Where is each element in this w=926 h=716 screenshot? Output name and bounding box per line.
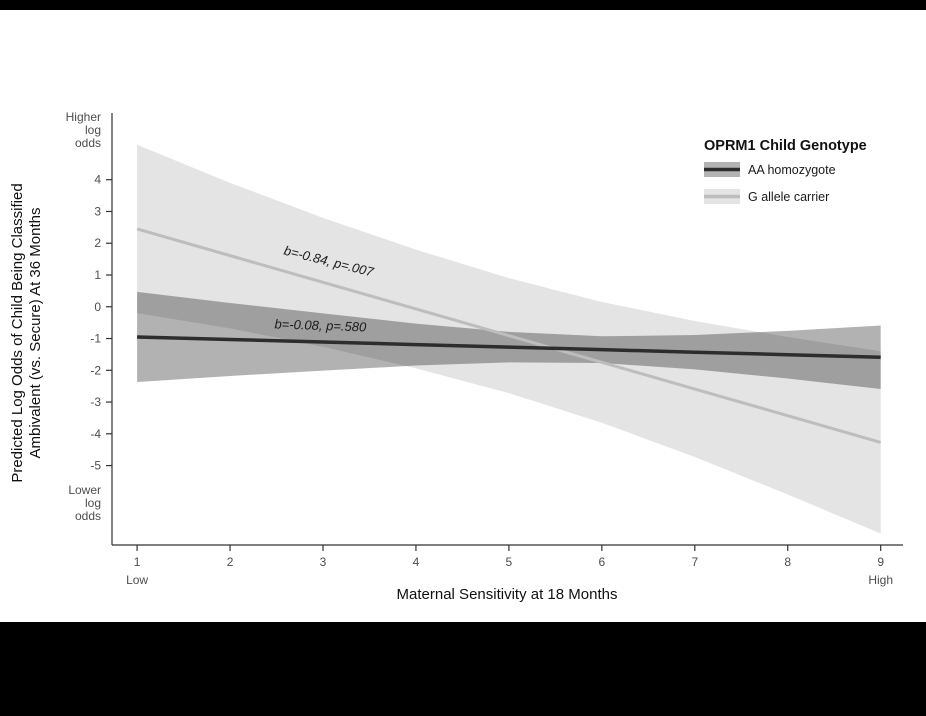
legend-entry: AA homozygote [704, 162, 836, 177]
x-tick-label: 5 [506, 555, 513, 569]
y-axis-higher-log-odds-label: log [85, 123, 101, 137]
slope-annotation: b=-0.08, p=.580 [274, 316, 367, 334]
regression-line-aa-homozygote [137, 335, 881, 360]
legend-entry-label: AA homozygote [748, 163, 836, 177]
y-tick-label: -1 [90, 332, 101, 346]
y-tick-label: 0 [94, 300, 101, 314]
y-tick-label: -4 [90, 427, 101, 441]
legend-entry: G allele carrier [704, 189, 829, 204]
x-tick-label: 8 [784, 555, 791, 569]
x-tick-label: 4 [413, 555, 420, 569]
y-axis-title-line1: Predicted Log Odds of Child Being Classi… [9, 183, 26, 482]
x-tick-label: 1 [134, 555, 141, 569]
y-axis-title-line2: Ambivalent (vs. Secure) At 36 Months [27, 208, 44, 459]
regression-line-g-allele-carrier [136, 227, 882, 444]
x-axis-low-label: Low [126, 573, 148, 587]
confidence-band-g-allele-carrier [137, 144, 881, 534]
y-tick-label: 4 [94, 173, 101, 187]
y-tick-label: -3 [90, 395, 101, 409]
x-tick-label: 9 [877, 555, 884, 569]
y-axis-lower-log-odds-label: log [85, 496, 101, 510]
legend-title: OPRM1 Child Genotype [704, 138, 867, 154]
y-tick-label: -5 [90, 459, 101, 473]
y-axis-lower-log-odds-label: odds [75, 509, 101, 523]
confidence-band-aa-homozygote [137, 291, 881, 390]
y-axis-higher-log-odds-label: odds [75, 136, 101, 150]
y-axis-lower-log-odds-label: Lower [68, 483, 101, 497]
legend-entries: AA homozygote G allele carrier [704, 162, 836, 204]
regression-lines-layer [136, 227, 882, 444]
legend-entry-label: G allele carrier [748, 190, 829, 204]
x-tick-label: 3 [320, 555, 327, 569]
legend: OPRM1 Child Genotype AA homozygote G alle… [704, 138, 867, 204]
y-tick-label: 3 [94, 204, 101, 218]
confidence-bands-layer [137, 144, 881, 534]
x-tick-label: 7 [691, 555, 698, 569]
y-tick-label: 2 [94, 236, 101, 250]
y-tick-label: -2 [90, 363, 101, 377]
x-tick-label: 2 [227, 555, 234, 569]
x-tick-label: 6 [598, 555, 605, 569]
x-axis-high-label: High [868, 573, 893, 587]
x-axis-title: Maternal Sensitivity at 18 Months [397, 586, 618, 603]
y-axis-higher-log-odds-label: Higher [66, 110, 101, 124]
y-tick-label: 1 [94, 268, 101, 282]
x-axis-ticks: 1 2 3 4 5 6 7 8 9 Low High [126, 545, 893, 587]
